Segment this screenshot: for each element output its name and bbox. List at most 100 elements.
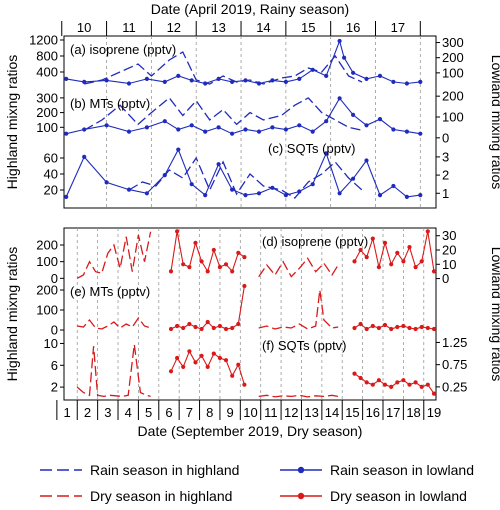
right-y-tick-label: 0 — [442, 271, 449, 286]
panel-4-series-2-point — [175, 323, 180, 329]
bottom-day-label: 2 — [84, 405, 91, 420]
panel-1-series-1-point — [203, 129, 208, 134]
panel-5-series-2-point — [242, 382, 247, 387]
panel-1-series-1-point — [243, 127, 248, 132]
panel-4-series-3-point — [370, 323, 375, 329]
panel-3-series-2-point — [223, 262, 229, 267]
left-y-tick-label: 200 — [36, 238, 58, 253]
panel-5-series-3-point — [358, 375, 363, 381]
panel-5-series-2-point — [187, 349, 192, 354]
dry-left-label: Highland mixng ratios — [4, 247, 20, 382]
panel-3-series-1-line — [258, 257, 339, 278]
panel-4-series-3-point — [407, 325, 412, 331]
panel-3-series-3-point — [376, 265, 381, 270]
panel-0-series-1-point — [364, 76, 369, 81]
panel-3-series-3-point — [352, 259, 357, 264]
panel-5-series-0-line — [76, 344, 151, 398]
panel-4-series-3-point — [395, 324, 400, 330]
panel-2-series-1-point — [189, 182, 194, 187]
panel-3-series-3-point — [413, 265, 418, 270]
panel-0-series-1-point — [144, 76, 149, 81]
right-y-tick-label: 3 — [442, 149, 449, 164]
panel-4-series-2-point — [211, 325, 216, 331]
top-axis-label: Date (April 2019, Rainy season) — [151, 1, 349, 17]
panel-0-series-1-point — [189, 78, 194, 83]
right-y-tick-label: 0.75 — [442, 357, 467, 372]
top-day-label: 11 — [122, 20, 136, 35]
bottom-day-label: 12 — [284, 405, 298, 420]
panel-5-series-2-point — [236, 362, 241, 367]
panel-5-series-2-point — [199, 353, 204, 358]
panel-1-series-1-point — [162, 119, 167, 124]
panel-3-series-3-point — [395, 250, 400, 255]
panel-4-series-2-point — [223, 326, 229, 332]
panel-2-series-1-point — [243, 193, 248, 198]
panel-2-series-1-point — [377, 193, 383, 198]
right-y-tick-label: 0 — [442, 130, 449, 145]
panel-e-title: (e) MTs (pptv) — [70, 284, 150, 299]
panel-5-series-3-point — [413, 380, 418, 385]
legend-dry-highland: Dry season in highland — [90, 488, 232, 504]
left-y-tick-label: 10 — [44, 336, 58, 351]
panel-5-series-3-point — [401, 378, 406, 383]
panel-4-series-3-point — [382, 322, 388, 328]
panel-1-series-1-point — [364, 123, 369, 128]
left-y-tick-label: 0 — [51, 323, 58, 338]
bottom-day-label: 5 — [145, 405, 152, 420]
panel-5-series-2-point — [168, 369, 174, 374]
left-y-tick-label: 20 — [44, 183, 58, 198]
panel-3-series-3-point — [370, 236, 375, 241]
panel-2-series-1-point — [176, 147, 181, 152]
panel-0-series-1-point — [162, 79, 167, 84]
panel-0-series-1-point — [283, 79, 288, 84]
rain-left-label: Highland mixng ratios — [4, 55, 20, 190]
panel-3-series-2-point — [175, 229, 180, 234]
panel-1-series-1-point — [310, 129, 315, 134]
panel-2-series-1-point — [297, 189, 302, 194]
panel-4-series-3-point — [401, 323, 406, 329]
panel-1-series-1-point — [104, 123, 109, 128]
panel-3-series-3-point — [407, 245, 412, 250]
panel-2-series-1-point — [310, 182, 315, 187]
panel-5-series-2-point — [205, 364, 210, 369]
right-y-tick-label: 30 — [442, 228, 456, 243]
panel-0-series-1-point — [256, 81, 262, 86]
left-y-tick-label: 40 — [44, 167, 58, 182]
panel-3-series-3-point — [364, 255, 369, 260]
panel-3-series-2-point — [199, 259, 204, 264]
panel-0-series-1-point — [418, 79, 423, 84]
panel-5-series-2-point — [223, 358, 229, 363]
bottom-day-label: 16 — [366, 405, 380, 420]
panel-5-series-3-point — [419, 384, 424, 389]
panel-3-series-3-point — [431, 269, 437, 274]
top-day-label: 14 — [256, 20, 270, 35]
panel-4-series-2-point — [242, 283, 247, 289]
panel-1-series-1-point — [189, 123, 194, 128]
panel-0-series-1-point — [391, 79, 396, 84]
panel-0-series-1-point — [337, 38, 342, 44]
panel-0-series-1-point — [104, 78, 109, 83]
panel-5-series-3-point — [407, 382, 412, 387]
panel-0-series-1-point — [324, 73, 329, 78]
panel-3-series-2-point — [205, 269, 210, 274]
panel-4-series-3-point — [413, 326, 418, 332]
left-y-tick-label: 200 — [36, 283, 58, 298]
panel-a-title: (a) isoprene (pptv) — [70, 42, 176, 57]
panel-5-series-2-point — [211, 351, 216, 356]
bottom-day-label: 4 — [125, 405, 132, 420]
bottom-day-label: 19 — [427, 405, 441, 420]
panel-2-series-1-point — [283, 193, 288, 198]
panel-3-series-3-point — [401, 259, 406, 264]
panel-5-series-3-point — [389, 384, 394, 389]
panel-0-series-1-point — [310, 67, 315, 72]
panel-1-series-1-point — [337, 96, 342, 101]
panel-2-series-1-point — [230, 187, 235, 192]
panel-4-series-2-point — [187, 321, 192, 327]
panel-5-series-3-point — [395, 380, 400, 385]
panel-3-series-2-point — [217, 265, 222, 270]
right-y-tick-label: 200 — [442, 89, 464, 104]
panel-2-series-1-point — [337, 191, 342, 196]
left-y-tick-label: 0 — [51, 271, 58, 286]
bottom-day-label: 15 — [345, 405, 359, 420]
panel-0-series-1-point — [64, 76, 69, 81]
